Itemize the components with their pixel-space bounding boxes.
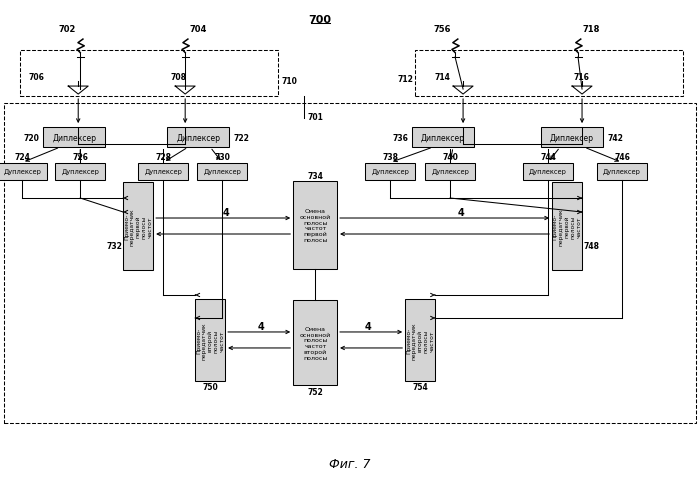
Bar — [4, 104, 696, 423]
Text: 700: 700 — [309, 15, 332, 25]
Bar — [405, 300, 435, 381]
Bar — [541, 128, 603, 148]
Text: Смена
основной
полосы
частот
первой
полосы: Смена основной полосы частот первой поло… — [300, 208, 331, 242]
Text: Фиг. 7: Фиг. 7 — [330, 457, 371, 470]
Bar — [412, 128, 474, 148]
Text: 738: 738 — [382, 153, 398, 162]
Text: 718: 718 — [582, 24, 600, 34]
Text: 754: 754 — [412, 383, 428, 392]
Text: 740: 740 — [442, 153, 458, 162]
Text: Приемо-
передатчик
второй
полосы
частот: Приемо- передатчик второй полосы частот — [196, 322, 225, 359]
Text: 714: 714 — [434, 72, 450, 82]
Text: 708: 708 — [170, 72, 186, 82]
Text: Диплексер: Диплексер — [176, 133, 220, 142]
Text: 722: 722 — [233, 133, 249, 142]
Text: 710: 710 — [281, 76, 297, 85]
Text: Дуплексер: Дуплексер — [371, 168, 409, 175]
Bar — [197, 163, 247, 180]
Bar — [20, 51, 278, 97]
Bar — [167, 128, 229, 148]
Text: 701: 701 — [307, 112, 323, 121]
Text: 4: 4 — [223, 207, 230, 217]
Text: Диплексер: Диплексер — [550, 133, 594, 142]
Bar — [0, 163, 47, 180]
Text: 716: 716 — [573, 72, 589, 82]
Text: 720: 720 — [23, 133, 39, 142]
Text: Смена
основной
полосы
частот
второй
полосы: Смена основной полосы частот второй поло… — [300, 326, 331, 360]
Text: 752: 752 — [307, 387, 323, 396]
Text: Приемо-
передатчик
второй
полосы
частот: Приемо- передатчик второй полосы частот — [406, 322, 434, 359]
Bar — [55, 163, 105, 180]
Bar — [123, 182, 153, 270]
Bar — [425, 163, 475, 180]
Text: 732: 732 — [106, 242, 122, 251]
Text: 736: 736 — [392, 133, 408, 142]
Text: Диплексер: Диплексер — [421, 133, 465, 142]
Text: 728: 728 — [155, 153, 172, 162]
Text: Дуплексер: Дуплексер — [62, 168, 99, 175]
Text: 746: 746 — [614, 153, 630, 162]
Text: Дуплексер: Дуплексер — [431, 168, 469, 175]
Text: 712: 712 — [397, 74, 413, 84]
Bar — [597, 163, 647, 180]
Text: 748: 748 — [583, 242, 599, 251]
Text: Дуплексер: Дуплексер — [4, 168, 41, 175]
Bar — [195, 300, 225, 381]
Text: Приемо-
передатчик
первой
полосы
частот: Приемо- передатчик первой полосы частот — [553, 208, 581, 245]
Text: 724: 724 — [14, 153, 30, 162]
Bar — [293, 181, 337, 269]
Text: 744: 744 — [540, 153, 556, 162]
Text: Дуплексер: Дуплексер — [603, 168, 641, 175]
Text: 756: 756 — [433, 24, 451, 34]
Bar — [523, 163, 573, 180]
Bar — [43, 128, 105, 148]
Bar — [415, 51, 683, 97]
Text: Дуплексер: Дуплексер — [144, 168, 182, 175]
Text: Диплексер: Диплексер — [52, 133, 96, 142]
Text: Приемо-
передатчик
первой
полосы
частот: Приемо- передатчик первой полосы частот — [124, 208, 153, 245]
Text: 750: 750 — [202, 383, 218, 392]
Text: 730: 730 — [214, 153, 230, 162]
Bar — [293, 301, 337, 385]
Text: 4: 4 — [365, 321, 372, 331]
Text: Дуплексер: Дуплексер — [529, 168, 567, 175]
Bar — [138, 163, 188, 180]
Text: 4: 4 — [258, 321, 265, 331]
Text: 734: 734 — [307, 171, 323, 180]
Text: 742: 742 — [607, 133, 623, 142]
Text: 704: 704 — [190, 24, 207, 34]
Text: Дуплексер: Дуплексер — [203, 168, 241, 175]
Text: 702: 702 — [59, 24, 76, 34]
Text: 4: 4 — [458, 207, 465, 217]
Bar — [365, 163, 415, 180]
Text: 706: 706 — [28, 72, 44, 82]
Bar — [552, 182, 582, 270]
Text: 726: 726 — [72, 153, 88, 162]
